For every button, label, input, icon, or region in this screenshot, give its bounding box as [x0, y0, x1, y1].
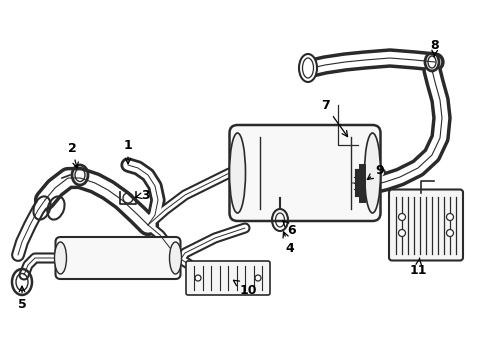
Ellipse shape: [398, 230, 406, 237]
Text: 7: 7: [320, 99, 347, 136]
Text: 6: 6: [283, 221, 296, 237]
FancyBboxPatch shape: [229, 125, 381, 221]
FancyBboxPatch shape: [186, 261, 270, 295]
Ellipse shape: [255, 275, 261, 281]
Ellipse shape: [398, 213, 406, 220]
Text: 4: 4: [283, 232, 294, 255]
FancyBboxPatch shape: [55, 237, 180, 279]
Ellipse shape: [229, 133, 245, 213]
Text: 8: 8: [431, 39, 440, 57]
FancyBboxPatch shape: [389, 189, 463, 261]
Ellipse shape: [299, 54, 317, 82]
Text: 3: 3: [135, 189, 149, 202]
Text: 11: 11: [409, 258, 427, 276]
Text: 1: 1: [123, 139, 132, 164]
Ellipse shape: [170, 242, 181, 274]
Text: 5: 5: [18, 286, 26, 311]
Ellipse shape: [446, 230, 454, 237]
Ellipse shape: [365, 133, 381, 213]
Ellipse shape: [54, 242, 67, 274]
Text: 2: 2: [68, 141, 78, 168]
Ellipse shape: [195, 275, 201, 281]
Text: 9: 9: [368, 163, 384, 180]
Ellipse shape: [446, 213, 454, 220]
Text: 10: 10: [233, 280, 257, 297]
